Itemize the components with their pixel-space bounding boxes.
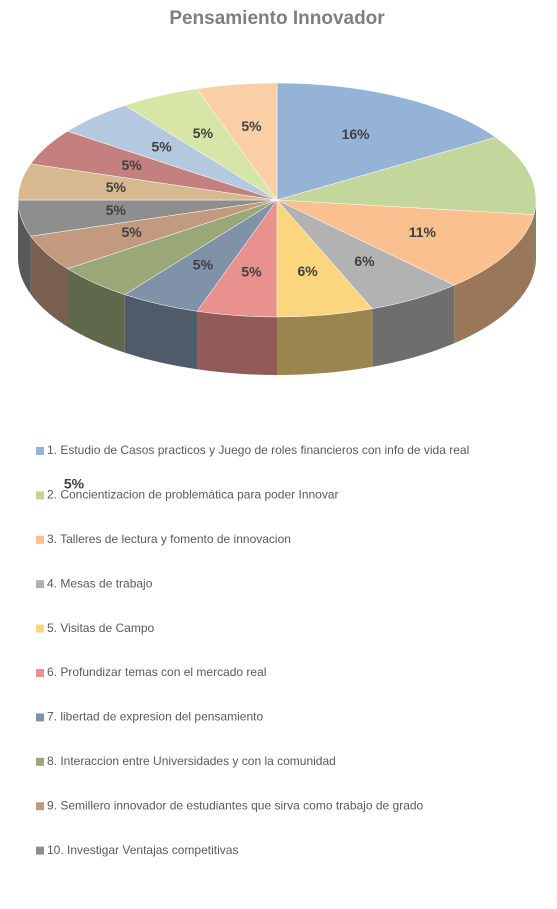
legend-label: 9. Semillero innovador de estudiantes qu… bbox=[47, 798, 424, 812]
chart-title: Pensamiento Innovador bbox=[169, 8, 385, 29]
data-label: 5% bbox=[106, 202, 127, 218]
legend-label: 3. Talleres de lectura y fomento de inno… bbox=[47, 532, 291, 546]
legend-swatch bbox=[36, 757, 44, 766]
legend-swatch bbox=[36, 846, 44, 855]
legend-swatch bbox=[36, 580, 44, 589]
slice-side bbox=[454, 214, 534, 344]
legend-label: 7. libertad de expresion del pensamiento bbox=[47, 710, 263, 724]
legend-swatch bbox=[36, 491, 44, 500]
slice-side bbox=[372, 285, 455, 367]
legend-label: 4. Mesas de trabajo bbox=[47, 576, 153, 590]
slice bbox=[276, 199, 535, 286]
data-label: 5% bbox=[106, 179, 127, 195]
data-label: 5% bbox=[64, 476, 85, 492]
slice bbox=[276, 82, 497, 201]
data-label: 5% bbox=[121, 157, 142, 173]
data-label: 5% bbox=[193, 125, 214, 141]
data-label: 5% bbox=[152, 139, 173, 155]
data-label: 5% bbox=[121, 224, 142, 240]
slice-side bbox=[30, 236, 68, 327]
legend-label: 2. Concientizacion de problemática para … bbox=[47, 488, 339, 502]
legend-swatch bbox=[36, 669, 44, 677]
legend-label: 1. Estudio de Casos practicos y Juego de… bbox=[47, 443, 469, 457]
slice-side bbox=[196, 311, 277, 375]
legend-swatch bbox=[36, 535, 44, 544]
legend-label: 5. Visitas de Campo bbox=[47, 621, 154, 635]
data-label: 11% bbox=[409, 224, 437, 240]
slice-side bbox=[18, 200, 31, 295]
data-label: 6% bbox=[297, 263, 318, 279]
data-label: 6% bbox=[354, 253, 375, 269]
legend-swatch bbox=[36, 802, 44, 811]
slice-side bbox=[277, 308, 373, 375]
slice bbox=[276, 137, 537, 215]
legend-swatch bbox=[36, 447, 44, 455]
legend-swatch bbox=[36, 713, 44, 722]
data-label: 5% bbox=[241, 118, 262, 134]
legend-swatch bbox=[36, 624, 44, 633]
data-label: 5% bbox=[193, 256, 214, 272]
legend-label: 6. Profundizar temas con el mercado real bbox=[47, 665, 266, 679]
data-label: 5% bbox=[241, 264, 262, 280]
slice-side bbox=[124, 294, 197, 370]
legend-label: 10. Investigar Ventajas competitivas bbox=[47, 843, 238, 857]
slice-side bbox=[533, 200, 536, 273]
slice bbox=[196, 82, 278, 201]
data-label: 16% bbox=[342, 126, 371, 142]
legend-label: 8. Interaccion entre Universidades y con… bbox=[47, 754, 336, 768]
